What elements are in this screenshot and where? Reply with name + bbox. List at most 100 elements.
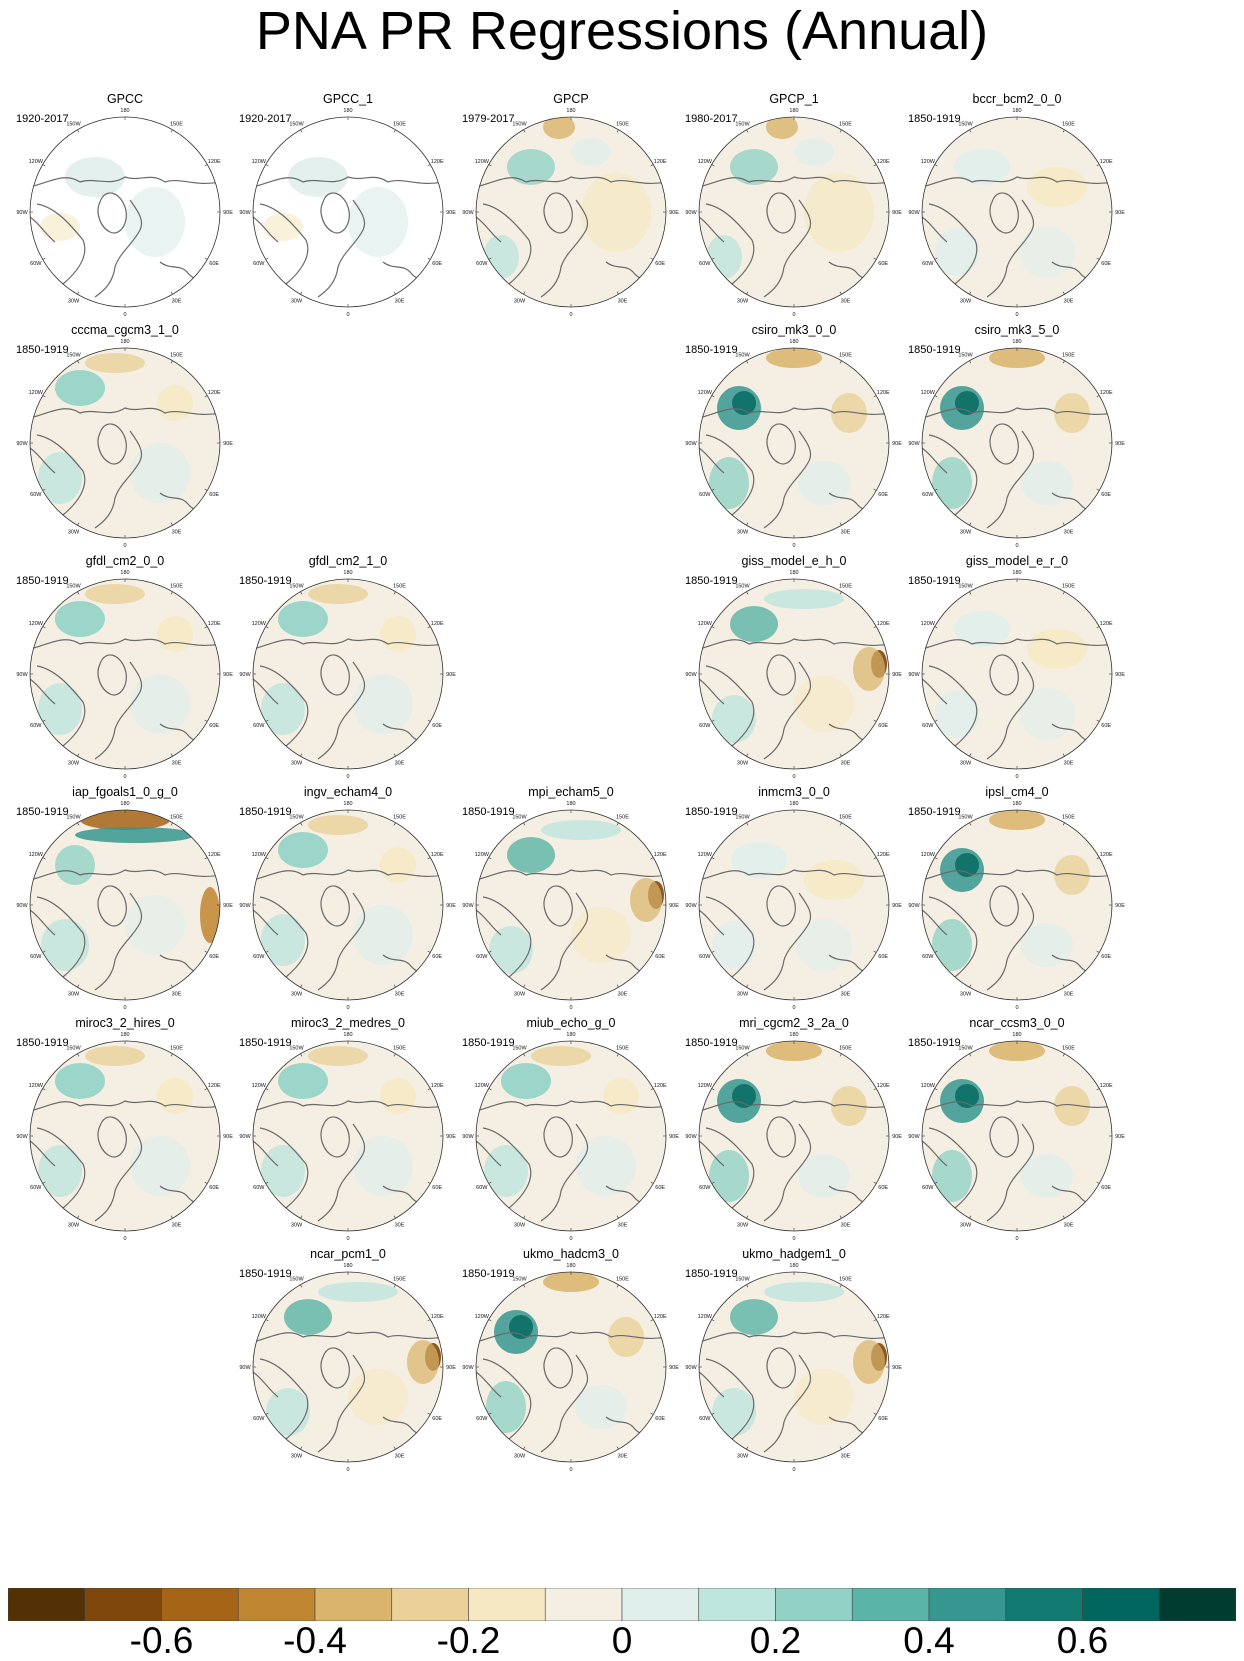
regression-contour <box>853 647 885 691</box>
panel-period: 1850-1919 <box>908 806 961 818</box>
meridian-tick <box>711 488 715 491</box>
map-panel: 180 150E 120E 90E 60E 30E 0 30W 60W 90W 120W 150W gi… <box>681 554 907 790</box>
meridian-tick <box>616 291 619 295</box>
meridian-tick <box>616 1215 619 1219</box>
regression-contour <box>730 1299 778 1335</box>
longitude-label: 120W <box>475 852 490 858</box>
meridian-tick <box>873 1088 877 1091</box>
meridian-tick <box>77 591 80 595</box>
longitude-label: 180 <box>343 801 352 807</box>
longitude-label: 120E <box>654 852 667 858</box>
longitude-label: 180 <box>343 108 352 114</box>
meridian-tick <box>1062 129 1065 133</box>
meridian-tick <box>1096 395 1100 398</box>
meridian-tick <box>746 1284 749 1288</box>
meridian-tick <box>77 360 80 364</box>
coastline <box>922 216 948 243</box>
meridian-tick <box>934 1088 938 1091</box>
longitude-label: 90W <box>685 903 697 909</box>
meridian-tick <box>1062 1215 1065 1219</box>
longitude-label: 90W <box>16 903 28 909</box>
longitude-label: 30W <box>514 1453 526 1459</box>
meridian-tick <box>265 164 269 167</box>
map-panel: 180 150E 120E 90E 60E 30E 0 30W 60W 90W 120W 150W ip… <box>904 785 1130 1021</box>
coastline <box>259 203 309 285</box>
meridian-tick <box>711 164 715 167</box>
polar-map: 180 150E 120E 90E 60E 30E 0 30W 60W 90W 120W 150W <box>16 339 233 549</box>
coastline <box>543 1347 573 1389</box>
longitude-label: 30E <box>395 1453 405 1459</box>
meridian-tick <box>934 395 938 398</box>
longitude-label: 0 <box>123 1236 126 1242</box>
longitude-label: 0 <box>569 1467 572 1473</box>
meridian-tick <box>746 129 749 133</box>
longitude-label: 120W <box>252 1083 267 1089</box>
longitude-label: 60E <box>878 723 888 729</box>
map-panel: 180 150E 120E 90E 60E 30E 0 30W 60W 90W 120W 150W cs… <box>904 323 1130 559</box>
longitude-label: 30E <box>1064 529 1074 535</box>
meridian-tick <box>42 395 46 398</box>
longitude-label: 90W <box>462 210 474 216</box>
longitude-label: 60E <box>878 261 888 267</box>
meridian-tick <box>1062 753 1065 757</box>
polar-map: 180 150E 120E 90E 60E 30E 0 30W 60W 90W 120W 150W <box>239 1263 456 1473</box>
coastline <box>989 423 1019 465</box>
regression-contour <box>40 213 80 241</box>
meridian-tick <box>77 1215 80 1219</box>
longitude-label: 30W <box>291 760 303 766</box>
coastline <box>928 665 978 747</box>
longitude-label: 0 <box>792 1467 795 1473</box>
regression-contour <box>989 1041 1045 1061</box>
polar-map: 180 150E 120E 90E 60E 30E 0 30W 60W 90W 120W 150W <box>908 801 1125 1011</box>
meridian-tick <box>488 950 492 953</box>
longitude-label: 0 <box>569 1005 572 1011</box>
coastline <box>705 203 755 285</box>
longitude-label: 180 <box>789 1263 798 1269</box>
longitude-label: 90E <box>223 441 233 447</box>
polar-map: 180 150E 120E 90E 60E 30E 0 30W 60W 90W 120W 150W <box>685 339 902 549</box>
meridian-tick <box>746 591 749 595</box>
longitude-label: 150E <box>393 1277 406 1283</box>
map-panel: 180 150E 120E 90E 60E 30E 0 30W 60W 90W 120W 150W mi… <box>235 1016 461 1252</box>
regression-contour <box>509 1315 533 1339</box>
regression-contour <box>932 919 972 971</box>
longitude-label: 120E <box>431 1083 444 1089</box>
regression-contour <box>486 1381 526 1433</box>
coastline <box>482 1358 532 1440</box>
meridian-tick <box>616 1284 619 1288</box>
longitude-label: 60E <box>1101 492 1111 498</box>
meridian-tick <box>711 1319 715 1322</box>
map-panel: 180 150E 120E 90E 60E 30E 0 30W 60W 90W 120W 150W in… <box>681 785 907 1021</box>
longitude-label: 150E <box>393 584 406 590</box>
regression-contour <box>932 1150 972 1202</box>
longitude-label: 150E <box>393 122 406 128</box>
regression-contour <box>75 827 195 843</box>
longitude-label: 0 <box>123 543 126 549</box>
regression-contour <box>348 1369 408 1425</box>
coastline <box>986 430 1035 529</box>
meridian-tick <box>711 1412 715 1415</box>
colorbar-tick-label: -0.2 <box>436 1620 501 1661</box>
polar-map: 180 150E 120E 90E 60E 30E 0 30W 60W 90W 120W 150W <box>462 1032 679 1242</box>
meridian-tick <box>77 984 80 988</box>
coastline <box>94 199 143 298</box>
regression-contour <box>353 1136 413 1196</box>
longitude-label: 60E <box>655 1185 665 1191</box>
longitude-label: 0 <box>1015 312 1018 318</box>
longitude-label: 30E <box>618 991 628 997</box>
longitude-label: 30E <box>618 1453 628 1459</box>
regression-contour <box>353 905 413 965</box>
meridian-tick <box>650 164 654 167</box>
regression-contour <box>284 1299 332 1335</box>
longitude-label: 60W <box>253 1185 265 1191</box>
meridian-tick <box>523 1446 526 1450</box>
meridian-tick <box>969 1215 972 1219</box>
panel-title: ukmo_hadcm3_0 <box>523 1247 619 1261</box>
longitude-label: 120E <box>1100 621 1113 627</box>
regression-contour <box>85 353 145 373</box>
longitude-label: 30E <box>841 1222 851 1228</box>
longitude-label: 90E <box>1115 441 1125 447</box>
colorbar-swatch <box>544 1588 623 1621</box>
regression-contour <box>261 683 305 735</box>
meridian-tick <box>300 1284 303 1288</box>
